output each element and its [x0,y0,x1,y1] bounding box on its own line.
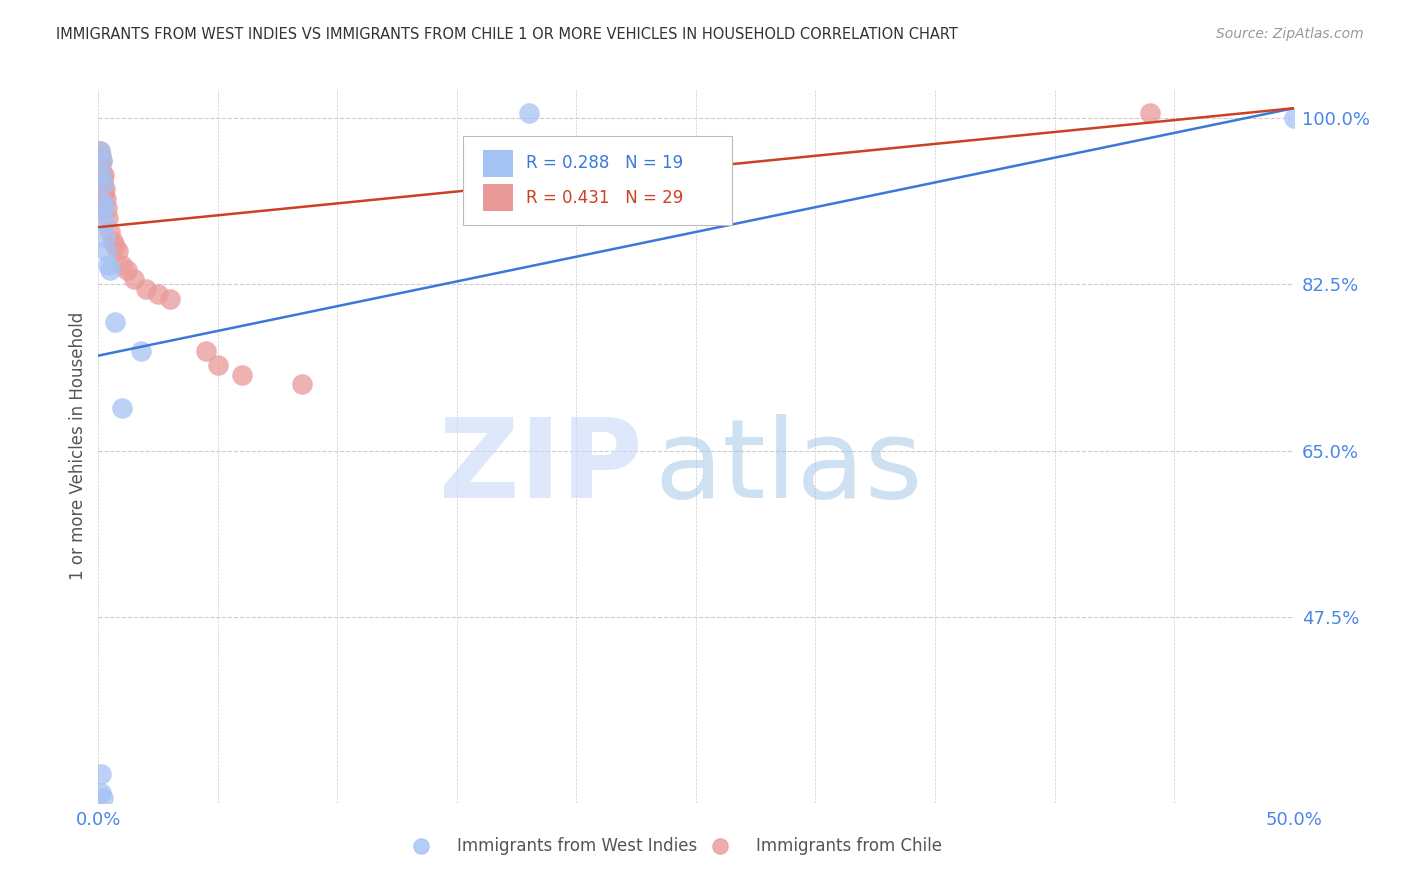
Point [115,263,138,277]
Point [104,315,127,329]
Point [195,343,218,358]
Text: Immigrants from Chile: Immigrants from Chile [756,837,942,855]
Point [89,144,111,158]
Point [135,282,157,296]
Point [93,215,115,229]
Point [107,244,129,258]
Point [90,149,112,163]
Point [131,343,153,358]
Point [97,258,120,272]
Point [1282,111,1305,125]
Point [96,201,118,215]
Point [91,178,114,192]
Point [94,192,117,206]
Point [90,786,112,800]
Text: R = 0.431   N = 29: R = 0.431 N = 29 [526,189,683,207]
Point [89,144,111,158]
Point [291,377,314,392]
Point [91,153,114,168]
Point [207,358,229,372]
Point [91,168,114,182]
Point [94,244,117,258]
Y-axis label: 1 or more Vehicles in Household: 1 or more Vehicles in Household [69,312,87,580]
Text: Immigrants from West Indies: Immigrants from West Indies [457,837,697,855]
Point [97,211,120,225]
Text: Source: ZipAtlas.com: Source: ZipAtlas.com [1216,27,1364,41]
Text: atlas: atlas [654,414,922,521]
Point [90,767,112,781]
Point [90,163,112,178]
FancyBboxPatch shape [463,136,733,225]
Point [111,258,134,272]
Point [90,168,112,182]
Point [231,368,253,382]
Text: R = 0.288   N = 19: R = 0.288 N = 19 [526,154,683,172]
Point [89,158,111,172]
Point [91,172,114,186]
Text: IMMIGRANTS FROM WEST INDIES VS IMMIGRANTS FROM CHILE 1 OR MORE VEHICLES IN HOUSE: IMMIGRANTS FROM WEST INDIES VS IMMIGRANT… [56,27,957,42]
Point [91,178,114,192]
Point [93,168,115,182]
Text: ZIP: ZIP [439,414,643,521]
Point [93,201,115,215]
Point [91,791,114,805]
FancyBboxPatch shape [484,150,513,177]
Point [98,263,122,277]
Point [101,235,124,249]
Point [111,401,134,415]
Point [124,272,146,286]
Point [1139,106,1161,120]
Point [159,292,181,306]
Point [148,286,170,301]
Point [91,196,114,211]
Point [94,182,117,196]
Point [98,225,122,239]
Point [90,153,112,168]
FancyBboxPatch shape [484,184,513,211]
Point [104,239,127,253]
Point [517,106,540,120]
Point [93,186,115,201]
Point [94,229,117,244]
